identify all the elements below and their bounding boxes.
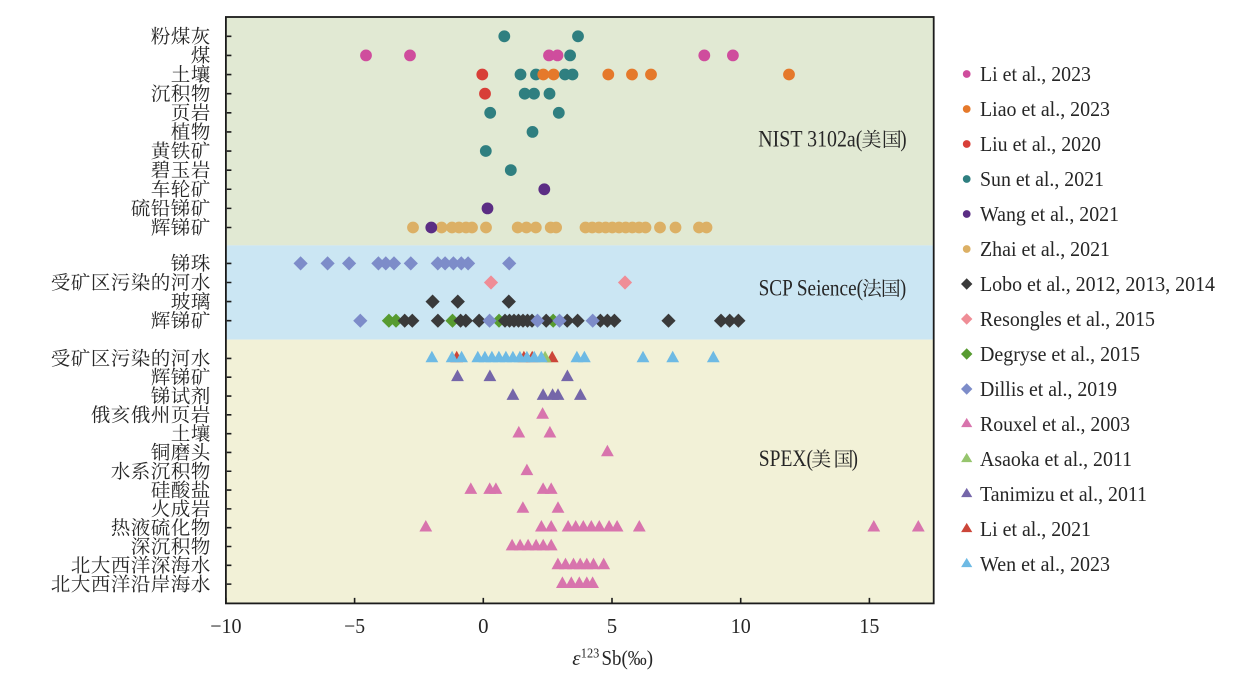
svg-text:Rouxel et al., 2003: Rouxel et al., 2003 [980, 412, 1130, 436]
svg-text:Li et al., 2021: Li et al., 2021 [980, 517, 1091, 541]
svg-text:NIST 3102a(: NIST 3102a( [758, 127, 862, 152]
svg-text:Li et al., 2023: Li et al., 2023 [980, 62, 1091, 86]
svg-text:Lobo et al., 2012, 2013, 2014: Lobo et al., 2012, 2013, 2014 [980, 272, 1215, 296]
svg-text:−10: −10 [210, 614, 241, 638]
svg-text:SCP Seience(: SCP Seience( [759, 276, 863, 301]
svg-text:Wen et al., 2023: Wen et al., 2023 [980, 552, 1110, 576]
svg-text:Wang et al., 2021: Wang et al., 2021 [980, 202, 1119, 226]
svg-text:Tanimizu et al., 2011: Tanimizu et al., 2011 [980, 482, 1147, 506]
svg-text:Asaoka et al., 2011: Asaoka et al., 2011 [980, 447, 1132, 471]
svg-text:): ) [900, 276, 906, 301]
svg-text:ε: ε [572, 646, 581, 670]
svg-text:Liao et al., 2023: Liao et al., 2023 [980, 97, 1110, 121]
svg-text:−5: −5 [344, 614, 365, 638]
svg-text:10: 10 [731, 614, 751, 638]
svg-text:Resongles et al., 2015: Resongles et al., 2015 [980, 307, 1155, 331]
svg-text:15: 15 [859, 614, 879, 638]
svg-text:): ) [852, 446, 858, 471]
svg-text:Degryse et al., 2015: Degryse et al., 2015 [980, 342, 1140, 366]
svg-text:0: 0 [478, 614, 488, 638]
svg-text:Zhai et al., 2021: Zhai et al., 2021 [980, 237, 1110, 261]
svg-text:): ) [900, 127, 906, 152]
svg-text:SPEX(: SPEX( [759, 446, 813, 471]
svg-text:Liu et al., 2020: Liu et al., 2020 [980, 132, 1101, 156]
svg-text:Sb(‰): Sb(‰) [602, 646, 654, 670]
svg-text:123: 123 [581, 647, 600, 662]
svg-text:5: 5 [607, 614, 617, 638]
svg-text:Dillis et al., 2019: Dillis et al., 2019 [980, 377, 1117, 401]
svg-text:Sun et al., 2021: Sun et al., 2021 [980, 167, 1104, 191]
